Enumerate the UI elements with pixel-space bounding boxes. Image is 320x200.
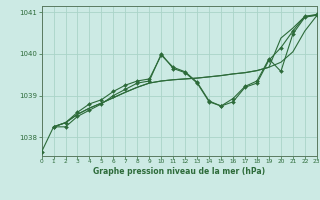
X-axis label: Graphe pression niveau de la mer (hPa): Graphe pression niveau de la mer (hPa): [93, 167, 265, 176]
